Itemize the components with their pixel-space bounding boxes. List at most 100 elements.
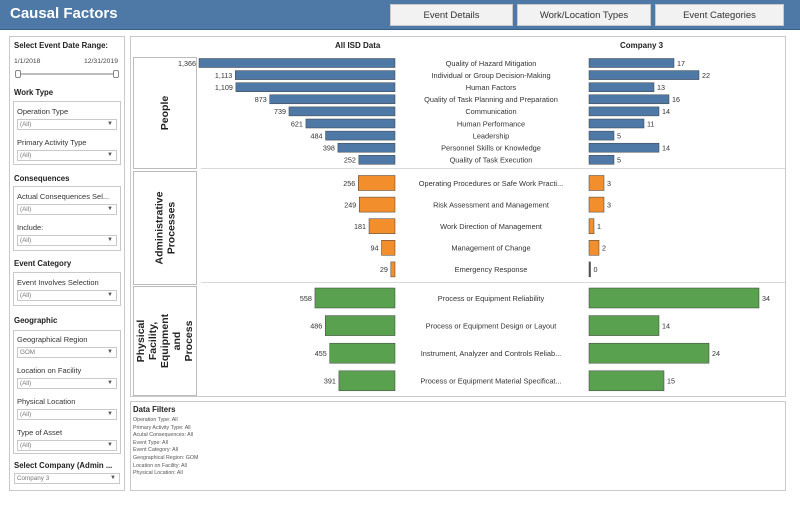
consequences-group — [13, 186, 121, 251]
causal-factors-chart-panel: All ISD Data Company 3 People Administra… — [130, 36, 786, 397]
bar-all-isd — [314, 287, 396, 309]
category-label: Work Direction of Management — [440, 222, 542, 231]
category-label: Quality of Task Execution — [450, 156, 533, 165]
all-isd-value-label: 1,113 — [215, 71, 232, 80]
event-involves-selection-select[interactable]: (All) ▼ — [17, 290, 117, 301]
bar-company — [588, 94, 670, 105]
company-value-label: 2 — [602, 244, 606, 253]
bar-all-isd — [305, 118, 396, 129]
category-label: Instrument, Analyzer and Controls Reliab… — [421, 349, 562, 358]
operation-type-value: (All) — [20, 121, 32, 128]
physical-location-select[interactable]: (All) ▼ — [17, 409, 117, 420]
all-isd-value-label: 486 — [310, 321, 322, 330]
primary-activity-type-value: (All) — [20, 152, 32, 159]
all-isd-value-label: 1,366 — [178, 59, 196, 68]
chevron-down-icon: ▼ — [107, 349, 113, 355]
bar-all-isd — [390, 261, 396, 278]
bar-all-isd — [325, 130, 396, 141]
category-label: Process or Equipment Design or Layout — [426, 321, 557, 330]
category-label: Management of Change — [451, 244, 530, 253]
all-isd-value-label: 739 — [274, 107, 286, 116]
tab-event-categories[interactable]: Event Categories — [655, 4, 784, 26]
bar-company — [588, 118, 645, 129]
location-on-facility-select[interactable]: (All) ▼ — [17, 378, 117, 389]
all-isd-value-label: 29 — [380, 265, 388, 274]
date-range-heading: Select Event Date Range: — [14, 41, 109, 50]
all-isd-value-label: 181 — [354, 222, 366, 231]
operation-type-select[interactable]: (All) ▼ — [17, 119, 117, 130]
category-label: Leadership — [473, 131, 510, 140]
include-label: Include: — [17, 223, 44, 232]
chevron-down-icon: ▼ — [107, 152, 113, 158]
group-label-physical-facility: Physical Facility, Equipment and Process — [133, 286, 197, 396]
actual-consequences-value: (All) — [20, 206, 32, 213]
category-label: Process or Equipment Material Specificat… — [420, 377, 561, 386]
bar-company — [588, 155, 615, 165]
location-on-facility-label: Location on Facility — [17, 366, 82, 375]
chevron-down-icon: ▼ — [107, 292, 113, 298]
group-divider — [201, 168, 785, 169]
chevron-down-icon: ▼ — [110, 475, 116, 481]
include-select[interactable]: (All) ▼ — [17, 235, 117, 246]
company-value-label: 34 — [762, 294, 770, 303]
type-of-asset-label: Type of Asset — [17, 428, 63, 437]
date-range-end-handle[interactable] — [113, 70, 119, 78]
company-value-label: 5 — [617, 131, 621, 140]
chevron-down-icon: ▼ — [107, 411, 113, 417]
category-label: Personnel Skills or Knowledge — [441, 144, 541, 153]
date-range-slider-track[interactable] — [17, 73, 119, 75]
tab-work-location-types[interactable]: Work/Location Types — [517, 4, 651, 26]
type-of-asset-select[interactable]: (All) ▼ — [17, 440, 117, 451]
date-range-start-handle[interactable] — [15, 70, 21, 78]
consequences-heading: Consequences — [14, 174, 70, 183]
bar-company — [588, 315, 660, 336]
bar-all-isd — [235, 70, 396, 80]
actual-consequences-select[interactable]: (All) ▼ — [17, 204, 117, 215]
group-label-people: People — [133, 57, 197, 169]
bar-company — [588, 175, 605, 191]
all-isd-column-title: All ISD Data — [335, 41, 381, 50]
data-filter-line: Primary Activity Type: All — [133, 424, 191, 431]
category-label: Human Factors — [466, 83, 517, 92]
data-filter-line: Event Type: All — [133, 439, 168, 446]
geographical-region-label: Geographical Region — [17, 335, 88, 344]
bar-all-isd — [358, 175, 396, 191]
chevron-down-icon: ▼ — [107, 442, 113, 448]
location-on-facility-value: (All) — [20, 380, 32, 387]
tab-event-details[interactable]: Event Details — [390, 4, 513, 26]
bar-company — [588, 106, 660, 117]
company-value-label: 3 — [607, 200, 611, 209]
all-isd-value-label: 558 — [300, 294, 312, 303]
event-category-group — [13, 272, 121, 306]
work-type-heading: Work Type — [14, 88, 54, 97]
company-select[interactable]: Company 3 ▼ — [14, 473, 120, 484]
bar-company — [588, 142, 660, 153]
all-isd-value-label: 252 — [344, 156, 356, 165]
company-value-label: 3 — [607, 179, 611, 188]
geographical-region-select[interactable]: GOM ▼ — [17, 347, 117, 358]
work-type-group — [13, 101, 121, 165]
chevron-down-icon: ▼ — [107, 380, 113, 386]
company-column-title: Company 3 — [620, 41, 664, 50]
company-value-label: 11 — [647, 119, 654, 128]
category-label: Quality of Hazard Mitigation — [446, 59, 537, 68]
bar-all-isd — [338, 370, 396, 392]
bar-all-isd — [359, 196, 396, 213]
bar-company — [588, 82, 655, 92]
bar-company — [588, 261, 591, 278]
bar-all-isd — [198, 58, 396, 68]
geographic-group — [13, 330, 121, 454]
company-value: Company 3 — [17, 475, 50, 482]
bar-all-isd — [329, 342, 396, 364]
category-label: Process or Equipment Reliability — [438, 294, 545, 303]
primary-activity-type-select[interactable]: (All) ▼ — [17, 150, 117, 161]
all-isd-value-label: 256 — [343, 179, 355, 188]
company-value-label: 14 — [662, 107, 670, 116]
company-value-label: 17 — [677, 59, 685, 68]
bar-all-isd — [358, 155, 396, 165]
header-bar: Causal Factors Event Details Work/Locati… — [0, 0, 800, 30]
bar-company — [588, 58, 675, 68]
all-isd-value-label: 621 — [291, 119, 303, 128]
company-value-label: 14 — [662, 321, 670, 330]
physical-location-value: (All) — [20, 411, 32, 418]
